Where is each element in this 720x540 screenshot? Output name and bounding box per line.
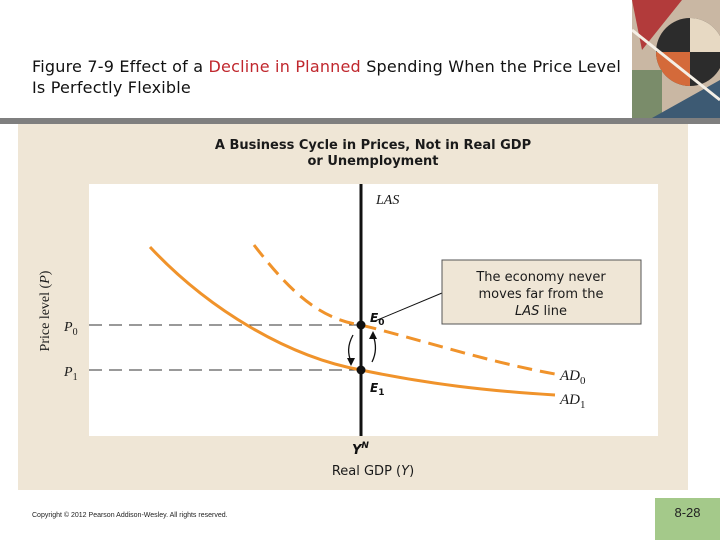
chart-title-line1: A Business Cycle in Prices, Not in Real … — [215, 138, 531, 153]
ad0-label: AD0 — [559, 368, 586, 387]
callout-line1: The economy never — [475, 270, 606, 285]
decorative-art-image — [632, 0, 720, 118]
e1-label: E1 — [370, 381, 384, 398]
copyright-text: Copyright © 2012 Pearson Addison-Wesley.… — [32, 512, 228, 519]
arrow-down-head — [347, 358, 355, 366]
callout-line3: LAS line — [515, 304, 567, 319]
e0-point — [356, 320, 366, 330]
title-highlight: Decline in Planned — [208, 57, 361, 76]
header-rule — [0, 118, 720, 124]
ad0-curve — [252, 244, 556, 376]
x-axis-label: Real GDP (Y) — [332, 464, 414, 479]
p0-tick-label: P0 — [63, 320, 78, 338]
yN-label: YN — [352, 441, 369, 458]
chart-svg: A Business Cycle in Prices, Not in Real … — [38, 138, 658, 479]
ad1-label: AD1 — [559, 392, 586, 411]
callout-pointer — [374, 292, 443, 322]
chart-title-line2: or Unemployment — [307, 154, 438, 169]
las-label: LAS — [375, 193, 399, 208]
e1-point — [356, 365, 366, 375]
callout-line2: moves far from the — [479, 287, 604, 302]
p1-tick-label: P1 — [63, 365, 78, 383]
page-number-badge: 8-28 — [655, 498, 720, 540]
e0-label: E0 — [370, 311, 384, 328]
arrow-up-head — [369, 331, 377, 339]
figure-panel: A Business Cycle in Prices, Not in Real … — [18, 124, 688, 490]
callout-box — [441, 259, 642, 325]
slide-title: Figure 7-9 Effect of a Decline in Planne… — [32, 57, 621, 97]
y-axis-label: Price level (P) — [38, 270, 53, 351]
